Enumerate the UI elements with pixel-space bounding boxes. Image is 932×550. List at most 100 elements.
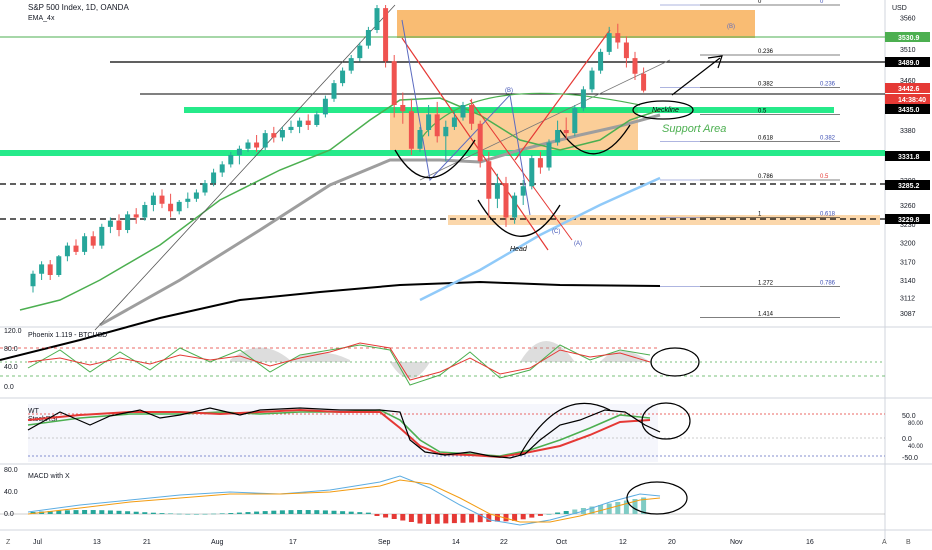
price-badge-label: 3530.9 <box>898 35 920 42</box>
macd-bar <box>185 513 191 515</box>
candle-body <box>357 45 363 59</box>
candle-body <box>451 117 457 127</box>
price-badge-label: 14:38:40 <box>898 97 926 104</box>
macd-bar <box>417 514 423 524</box>
candle-body <box>99 226 105 246</box>
target-arrow <box>671 57 721 96</box>
candle-body <box>477 123 483 162</box>
price-tick-label: 3260 <box>900 203 916 210</box>
wt-right-tick-label: 80.00 <box>908 421 924 427</box>
macd-bar <box>572 509 578 514</box>
macd-bar <box>90 510 96 514</box>
head-curve <box>477 199 561 237</box>
zoom-icon[interactable]: Z <box>6 539 11 546</box>
neckline-label: Neckline <box>652 107 679 114</box>
indicator-tick-label: 120.0 <box>4 328 22 335</box>
wt-circle <box>641 402 691 440</box>
indicator-tick-label: 0.0 <box>4 511 14 518</box>
macd-bar <box>219 513 225 514</box>
macd-bar <box>451 514 457 524</box>
time-tick-label: 21 <box>143 539 151 546</box>
candle-body <box>236 148 242 155</box>
candle-body <box>305 120 311 125</box>
macd-bar <box>520 514 526 520</box>
macd-bar <box>193 513 199 515</box>
candle-body <box>150 195 156 205</box>
log-scale-button[interactable]: B <box>906 539 911 546</box>
target-arrowhead <box>707 55 723 69</box>
ema-gray <box>99 113 661 327</box>
phoenix-circle <box>650 347 700 377</box>
candle-body <box>56 256 62 275</box>
candle-body <box>434 114 440 137</box>
macd-bar <box>116 510 122 514</box>
candle-body <box>288 126 294 130</box>
fib-right-label: 0.618 <box>820 212 836 218</box>
wt-line-red <box>27 408 651 459</box>
candle-body <box>125 214 131 230</box>
macd-bar <box>254 511 260 514</box>
fib-left-label: 1 <box>758 212 762 218</box>
wt-line-black <box>27 407 661 459</box>
price-badge <box>885 83 930 93</box>
wt-line-green <box>27 409 651 457</box>
neckline-ellipse <box>632 100 694 120</box>
candle-body <box>572 108 578 134</box>
candle-body <box>374 8 380 30</box>
candle-body <box>408 111 414 149</box>
macd-bar <box>125 511 131 514</box>
indicator-tick-label: 40.0 <box>4 364 18 371</box>
wave-line-b <box>514 29 611 161</box>
auto-scale-button[interactable]: A <box>882 539 887 546</box>
candle-body <box>202 183 208 193</box>
macd-bar <box>99 510 105 514</box>
macd-bar <box>563 511 569 514</box>
candle-body <box>133 214 139 218</box>
candle-body <box>469 105 475 124</box>
candle-body <box>219 164 225 173</box>
macd-bar <box>529 514 535 518</box>
time-tick-label: 22 <box>500 539 508 546</box>
lower-zone <box>448 215 880 225</box>
wave-line-c <box>469 99 573 241</box>
candle-body <box>322 98 328 115</box>
candle-body <box>90 236 96 246</box>
candle-body <box>563 130 569 134</box>
macd-bar <box>606 503 612 514</box>
neckline-curve <box>419 92 641 141</box>
fib-left-label: 0.382 <box>758 82 774 88</box>
macd-bar <box>262 511 268 514</box>
candle-body <box>297 120 303 127</box>
indicator-tick-label: 50.0 <box>902 413 916 420</box>
price-tick-label: 3380 <box>900 128 916 135</box>
macd-bar <box>391 514 397 519</box>
macd-bar <box>279 510 285 514</box>
candle-body <box>503 183 509 218</box>
phoenix-line-red <box>27 342 651 381</box>
macd-bar <box>82 510 88 514</box>
price-badge <box>885 32 930 42</box>
right-shoulder-curve <box>559 124 631 155</box>
macd-bar <box>159 513 165 514</box>
candle-body <box>82 236 88 252</box>
price-tick-label: 3560 <box>900 16 916 23</box>
macd-bar <box>589 506 595 514</box>
candle-body <box>279 130 285 138</box>
candle-body <box>47 264 53 275</box>
candle-body <box>512 195 518 218</box>
price-badge <box>885 57 930 67</box>
macd-bar <box>228 513 234 514</box>
time-axis[interactable]: Jul 13 21 Aug 17 Sep 14 22 Oct 12 20 Nov 16 <box>33 539 814 546</box>
candle-body <box>641 73 647 91</box>
candle-body <box>211 172 217 184</box>
macd-bar <box>512 514 518 521</box>
candle-body <box>116 220 122 230</box>
macd-bar <box>615 502 621 514</box>
macd-bar <box>56 510 62 514</box>
candle-body <box>314 114 320 125</box>
macd-bar <box>142 512 148 514</box>
candle-body <box>64 245 70 257</box>
ema-green <box>19 97 661 311</box>
